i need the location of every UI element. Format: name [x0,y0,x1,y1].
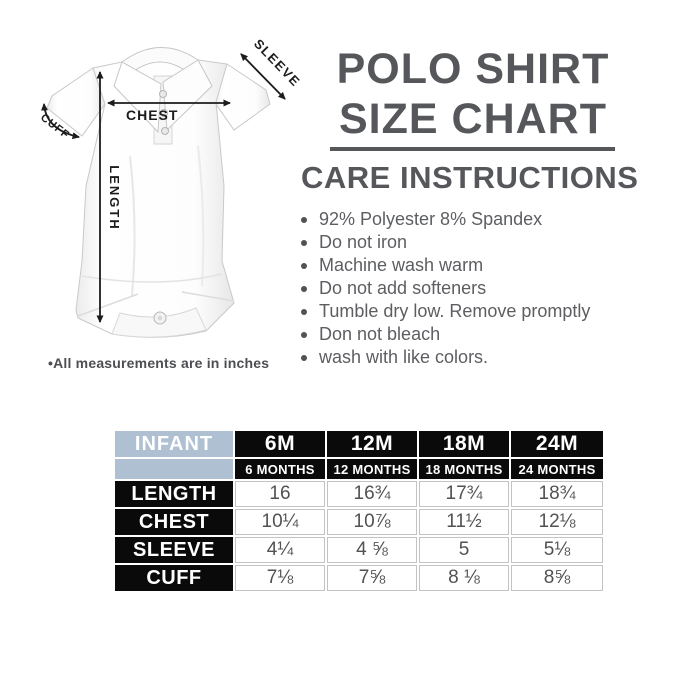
placket-button [160,109,168,117]
page-title: POLO SHIRT SIZE CHART [328,44,618,144]
chest-label: CHEST [126,107,178,123]
size-value-cell: 4 ⅝ [327,537,417,563]
bullet-icon [301,354,307,361]
table-row-cuff: CUFF 7⅛ 7⅝ 8 ⅛ 8⅝ [115,565,603,591]
bullet-icon [301,216,307,223]
bullet-icon [301,308,307,315]
care-item: wash with like colors. [301,346,590,369]
size-value-cell: 10¼ [235,509,325,535]
care-item: Do not add softeners [301,277,590,300]
size-col-header: 12M [327,431,417,457]
row-label: CHEST [115,509,233,535]
page-title-line2: SIZE CHART [339,95,607,143]
size-value-cell: 8 ⅛ [419,565,509,591]
snap-button-center [157,315,163,321]
fabric-crease [197,145,205,287]
table-corner-infant: INFANT [115,431,233,457]
care-item-text: Do not iron [319,232,408,252]
bullet-icon [301,239,307,246]
care-instructions-list: 92% Polyester 8% Spandex Do not iron Mac… [301,208,590,369]
page-title-line1: POLO SHIRT [336,45,610,93]
cuff-arrow [41,103,80,140]
row-label: LENGTH [115,481,233,507]
care-item-text: wash with like colors. [319,347,489,367]
fabric-crease [129,155,136,297]
garment-diagram: CHEST LENGTH SLEEVE CUFF [20,26,320,366]
table-row-length: LENGTH 16 16¾ 17¾ 18¾ [115,481,603,507]
months-subheader: 12 MONTHS [327,459,417,479]
polo-bodysuit-illustration: CHEST LENGTH SLEEVE CUFF [38,36,304,338]
bullet-icon [301,331,307,338]
size-value-cell: 11½ [419,509,509,535]
size-table: INFANT 6M 12M 18M 24M 6 MONTHS 12 MONTHS… [113,429,605,593]
size-value-cell: 10⅞ [327,509,417,535]
length-label: LENGTH [107,165,122,230]
size-col-header: 6M [235,431,325,457]
care-item: Do not iron [301,231,590,254]
placket-button [161,127,169,135]
title-underline [330,147,615,151]
placket-button [159,90,167,98]
bullet-icon [301,285,307,292]
size-value-cell: 7⅛ [235,565,325,591]
care-item: Machine wash warm [301,254,590,277]
size-value-cell: 16 [235,481,325,507]
leg-opening-crease [77,291,235,317]
row-label: CUFF [115,565,233,591]
table-row-chest: CHEST 10¼ 10⅞ 11½ 12⅛ [115,509,603,535]
collar-left-lapel [113,61,162,134]
size-value-cell: 12⅛ [511,509,603,535]
table-row-sleeve: SLEEVE 4¼ 4 ⅝ 5 5⅛ [115,537,603,563]
sleeve-arrow [240,53,286,100]
care-item-text: 92% Polyester 8% Spandex [319,209,543,229]
bullet-icon [301,262,307,269]
months-subheader: 6 MONTHS [235,459,325,479]
care-item-text: Don not bleach [319,324,441,344]
care-item-text: Do not add softeners [319,278,487,298]
care-instructions-heading: CARE INSTRUCTIONS [301,160,639,195]
size-col-header: 18M [419,431,509,457]
table-row-sizes: INFANT 6M 12M 18M 24M [115,431,603,457]
care-item: 92% Polyester 8% Spandex [301,208,590,231]
size-value-cell: 5 [419,537,509,563]
care-item: Tumble dry low. Remove promptly [301,300,590,323]
months-subheader: 24 MONTHS [511,459,603,479]
size-value-cell: 8⅝ [511,565,603,591]
size-value-cell: 5⅛ [511,537,603,563]
months-subheader: 18 MONTHS [419,459,509,479]
care-item-text: Machine wash warm [319,255,484,275]
table-corner-spacer [115,459,233,479]
row-label: SLEEVE [115,537,233,563]
size-value-cell: 4¼ [235,537,325,563]
care-item: Don not bleach [301,323,590,346]
table-row-months: 6 MONTHS 12 MONTHS 18 MONTHS 24 MONTHS [115,459,603,479]
size-col-header: 24M [511,431,603,457]
sleeve-label: SLEEVE [251,36,304,90]
care-item-text: Tumble dry low. Remove promptly [319,301,591,321]
size-value-cell: 7⅝ [327,565,417,591]
size-value-cell: 16¾ [327,481,417,507]
size-value-cell: 18¾ [511,481,603,507]
size-value-cell: 17¾ [419,481,509,507]
measurements-note: •All measurements are in inches [48,355,270,371]
